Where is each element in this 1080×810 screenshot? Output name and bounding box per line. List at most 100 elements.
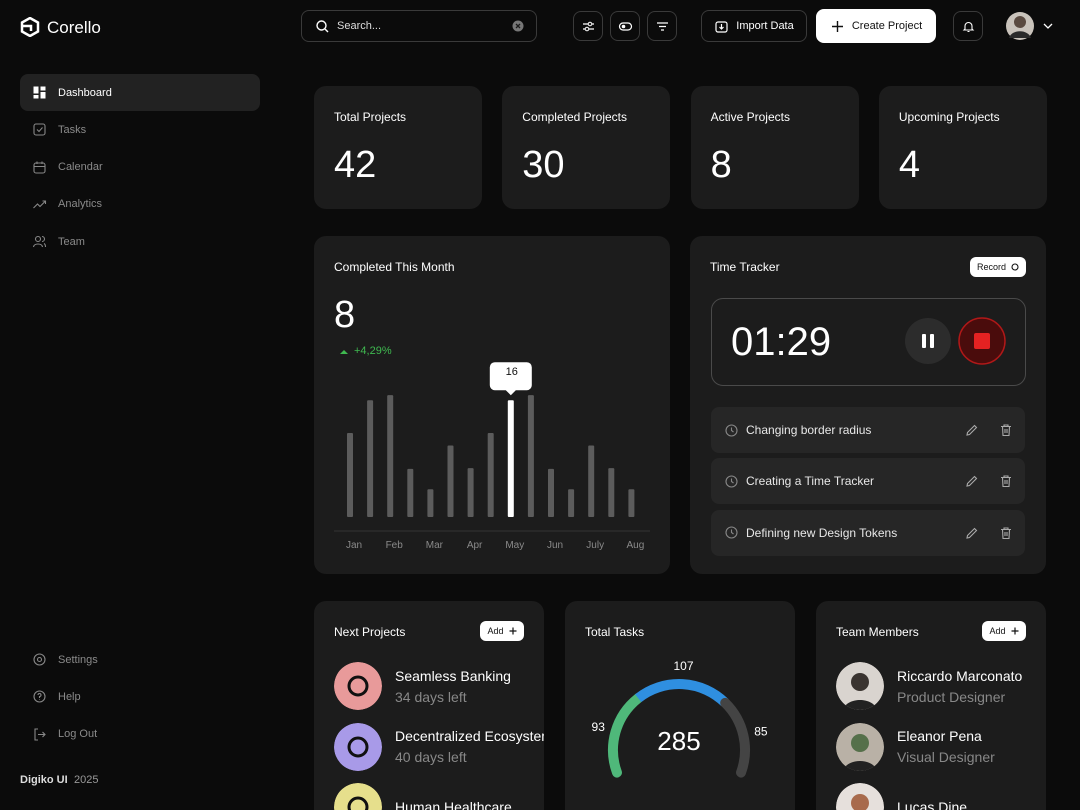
nav-item[interactable]: Dashboard bbox=[20, 74, 260, 111]
stat-value: 42 bbox=[334, 144, 377, 186]
task-row[interactable]: Changing border radius bbox=[711, 407, 1025, 453]
up-arrow bbox=[340, 350, 348, 354]
nav-item[interactable]: Calendar bbox=[20, 149, 260, 186]
edit-icon[interactable] bbox=[965, 423, 979, 437]
member-name: Eleanor Pena bbox=[897, 728, 982, 744]
gauge-chart: 93 107 85 285 bbox=[592, 659, 768, 778]
stat-label: Total Projects bbox=[334, 110, 407, 124]
import-button[interactable]: Import Data bbox=[701, 10, 807, 42]
stat-value: 30 bbox=[522, 144, 565, 186]
brand: Corello bbox=[47, 18, 101, 37]
time-tracker-card: Time Tracker Record 01:29 Changing borde… bbox=[690, 236, 1046, 574]
task-label: Defining new Design Tokens bbox=[746, 525, 898, 540]
delete-icon[interactable] bbox=[999, 526, 1013, 540]
x-tick-label: Jan bbox=[346, 540, 362, 551]
x-tick-label: Apr bbox=[467, 540, 483, 551]
change-label: +4,29% bbox=[354, 345, 392, 357]
project-item[interactable]: Human Healthcare bbox=[334, 783, 512, 810]
card-title: Time Tracker bbox=[710, 260, 780, 274]
logo-icon bbox=[20, 17, 40, 37]
bar bbox=[447, 445, 454, 517]
tooltip bbox=[489, 362, 532, 396]
completed-card: Completed This Month 8 +4,29% Jan Feb Mar A… bbox=[314, 236, 670, 574]
create-label: Create Project bbox=[851, 20, 923, 32]
member-name: Riccardo Marconato bbox=[897, 667, 1023, 684]
member-item[interactable]: Lucas Dine bbox=[836, 783, 967, 810]
project-item[interactable]: Seamless Banking 34 days left bbox=[334, 662, 511, 710]
member-item[interactable]: Riccardo Marconato Product Designer bbox=[836, 662, 1022, 710]
total-tasks-card: Total Tasks 93 107 85 285 bbox=[565, 601, 795, 810]
search-box[interactable]: Search... bbox=[301, 10, 537, 42]
notification-button[interactable] bbox=[953, 11, 983, 41]
nav-label: Analytics bbox=[58, 198, 103, 211]
project-due: 34 days left bbox=[395, 688, 467, 705]
nav-icon bbox=[33, 690, 46, 703]
delete-icon[interactable] bbox=[999, 474, 1013, 488]
project-name: Seamless Banking bbox=[395, 667, 511, 684]
plus-icon bbox=[1011, 627, 1018, 635]
edit-icon[interactable] bbox=[965, 526, 979, 540]
clock-icon bbox=[725, 423, 738, 437]
edit-icon[interactable] bbox=[965, 474, 979, 488]
clear-icon[interactable] bbox=[512, 20, 524, 32]
profile-menu[interactable] bbox=[1005, 11, 1057, 41]
sort-button[interactable] bbox=[647, 11, 677, 41]
team-card: Team Members Add Riccardo Marconato Produ… bbox=[816, 601, 1046, 810]
card-title: Team Members bbox=[836, 625, 919, 639]
stat-card: Completed Projects 30 bbox=[502, 86, 671, 209]
member-text: Riccardo Marconato Product Designer bbox=[897, 668, 1022, 705]
next-projects-card: Next Projects Add Seamless Banking 34 day… bbox=[314, 601, 544, 810]
nav-item[interactable]: Tasks bbox=[20, 111, 260, 148]
clock-icon bbox=[725, 475, 738, 488]
bar bbox=[527, 395, 534, 517]
card-title: Total Tasks bbox=[585, 625, 645, 639]
nav-item[interactable]: Team bbox=[20, 223, 260, 260]
toggle-button[interactable] bbox=[610, 11, 640, 41]
nav-item[interactable]: Log Out bbox=[20, 716, 260, 753]
nav-item[interactable]: Settings bbox=[20, 641, 260, 678]
member-avatar bbox=[836, 783, 884, 810]
project-item[interactable]: Decentralized Ecosystem 40 days left bbox=[334, 722, 544, 771]
bar bbox=[548, 468, 554, 517]
member-name: Lucas Dine bbox=[897, 799, 968, 810]
card-title: Next Projects bbox=[334, 625, 406, 639]
nav-icon bbox=[34, 728, 46, 741]
sort-icon bbox=[656, 21, 668, 31]
nav-icon bbox=[32, 236, 47, 248]
timer-controls bbox=[905, 317, 1006, 365]
add-button[interactable]: Add bbox=[982, 621, 1026, 641]
task-row[interactable]: Defining new Design Tokens bbox=[711, 509, 1025, 556]
sliders-icon bbox=[582, 21, 594, 31]
project-due: 40 days left bbox=[395, 749, 467, 765]
clock-icon bbox=[725, 526, 738, 539]
plus-icon bbox=[509, 627, 516, 635]
gauge-segment bbox=[635, 679, 729, 707]
pause-button[interactable] bbox=[905, 318, 951, 364]
project-text: Seamless Banking 34 days left bbox=[395, 668, 511, 705]
nav-label: Log Out bbox=[58, 728, 98, 741]
gauge-segment bbox=[608, 693, 644, 778]
filter-button[interactable] bbox=[573, 11, 603, 41]
bar bbox=[487, 433, 494, 517]
x-tick-label: Aug bbox=[627, 540, 645, 551]
x-tick-label: July bbox=[586, 540, 604, 551]
record-button[interactable]: Record bbox=[970, 257, 1026, 277]
add-button[interactable]: Add bbox=[480, 621, 524, 641]
project-text: Human Healthcare bbox=[395, 799, 512, 810]
x-tick-label: May bbox=[505, 540, 524, 551]
nav-label: Help bbox=[58, 690, 81, 703]
x-tick-label: Feb bbox=[386, 540, 404, 551]
stat-card: Active Projects 8 bbox=[690, 86, 859, 209]
card-title: Completed This Month bbox=[334, 260, 455, 274]
nav-item[interactable]: Help bbox=[20, 678, 260, 715]
nav-item[interactable]: Analytics bbox=[20, 186, 260, 223]
task-row[interactable]: Creating a Time Tracker bbox=[711, 458, 1025, 505]
bar bbox=[568, 489, 575, 517]
create-button[interactable]: Create Project bbox=[816, 9, 936, 43]
member-role: Product Designer bbox=[897, 688, 1006, 705]
bar bbox=[507, 400, 514, 517]
stop-button[interactable] bbox=[958, 317, 1006, 365]
member-avatar bbox=[836, 662, 884, 710]
delete-icon[interactable] bbox=[999, 423, 1013, 437]
member-item[interactable]: Eleanor Pena Visual Designer bbox=[836, 722, 995, 771]
